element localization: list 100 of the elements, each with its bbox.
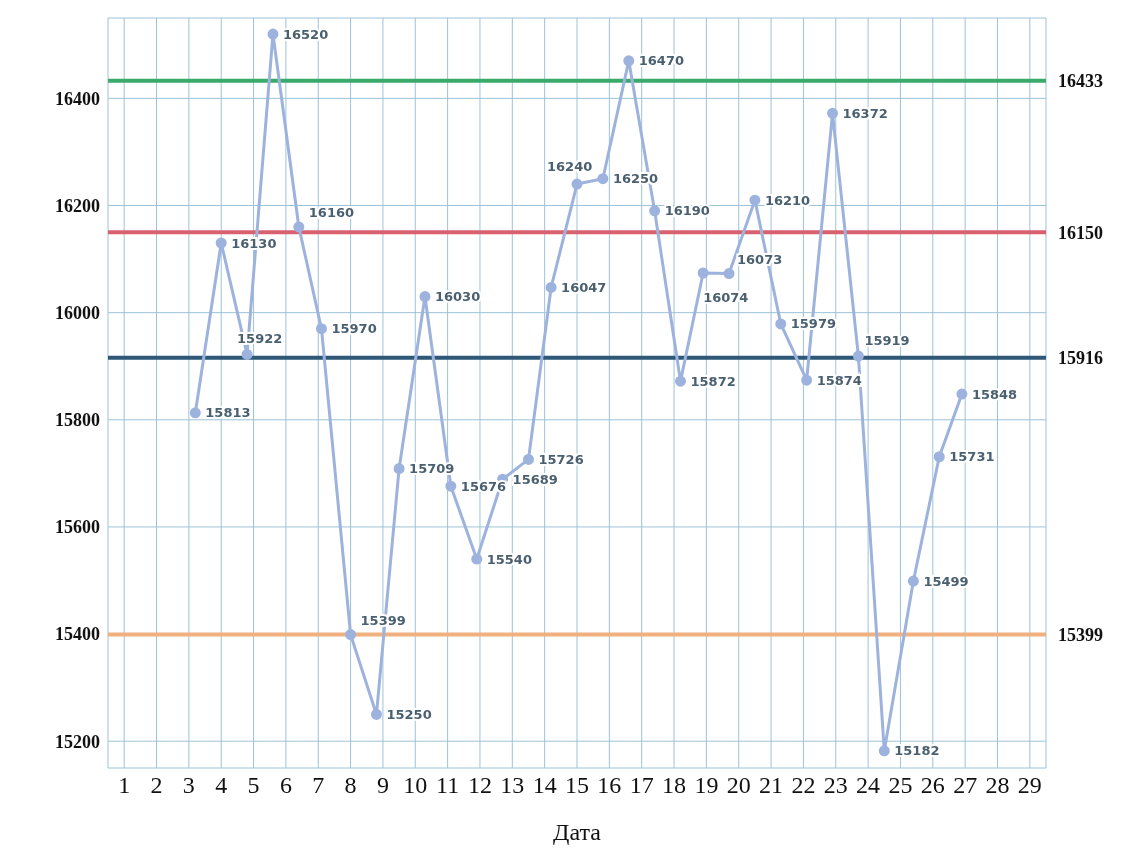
point <box>267 28 279 40</box>
point <box>852 350 864 362</box>
point <box>907 575 919 587</box>
point <box>419 291 431 303</box>
data-label: 15399 <box>360 613 406 629</box>
point <box>241 348 253 360</box>
data-label: 16372 <box>842 105 888 121</box>
point <box>293 221 305 233</box>
x-tick-label: 16 <box>597 772 622 799</box>
data-label: 16470 <box>638 53 684 69</box>
data-label: 15970 <box>331 321 377 337</box>
point <box>649 205 661 217</box>
data-label: 16520 <box>282 26 329 42</box>
x-tick-label: 15 <box>565 772 589 799</box>
data-label: 15922 <box>237 330 283 346</box>
ref-line-label: 15399 <box>1058 625 1103 645</box>
x-tick-label: 28 <box>985 772 1010 799</box>
x-tick-label: 3 <box>182 772 195 799</box>
x-tick-label: 11 <box>436 772 460 799</box>
point <box>723 268 735 280</box>
x-tick-label: 18 <box>662 772 687 799</box>
ref-line-label: 16433 <box>1058 71 1103 92</box>
point <box>471 553 483 565</box>
x-tick-label: 27 <box>953 772 978 799</box>
data-label: 16030 <box>434 289 481 305</box>
point <box>675 375 686 387</box>
x-tick-label: 29 <box>1017 772 1042 799</box>
x-tick-label: 4 <box>215 772 228 799</box>
point <box>315 323 327 335</box>
data-label: 15726 <box>538 451 584 467</box>
point <box>878 745 890 757</box>
data-label: 16190 <box>664 203 710 219</box>
data-label: 16250 <box>612 171 659 187</box>
point <box>345 629 357 641</box>
data-label: 15979 <box>790 316 837 332</box>
point <box>189 407 201 419</box>
point <box>933 451 945 463</box>
x-tick-label: 17 <box>629 772 654 799</box>
point <box>775 318 787 330</box>
x-tick-label: 24 <box>856 772 881 799</box>
x-axis-title: Дата <box>553 819 602 845</box>
data-label: 16210 <box>764 192 811 208</box>
x-tick-label: 25 <box>888 772 913 799</box>
x-tick-label: 5 <box>247 772 260 799</box>
data-label: 15499 <box>923 573 969 589</box>
point <box>215 237 227 249</box>
x-tick-label: 14 <box>532 772 557 799</box>
data-label: 15540 <box>486 551 532 567</box>
point <box>956 388 968 400</box>
data-label: 15676 <box>460 478 507 494</box>
x-tick-label: 6 <box>279 772 292 799</box>
x-tick-label: 19 <box>694 772 719 799</box>
y-tick-label: 16400 <box>55 88 100 109</box>
point <box>697 267 709 279</box>
x-tick-label: 9 <box>376 772 389 799</box>
data-label: 16160 <box>308 205 355 221</box>
x-tick-label: 13 <box>500 772 525 799</box>
data-label: 15919 <box>864 332 910 348</box>
data-label: 15250 <box>386 706 432 722</box>
data-label: 15813 <box>205 405 251 421</box>
x-tick-label: 7 <box>312 772 325 799</box>
x-tick-label: 12 <box>467 772 492 799</box>
y-tick-label: 16000 <box>55 303 100 324</box>
point <box>801 374 813 386</box>
point <box>749 194 761 206</box>
data-label: 16130 <box>231 235 277 251</box>
point <box>445 480 457 492</box>
y-tick-label: 15400 <box>55 624 100 645</box>
point <box>522 453 534 465</box>
point <box>393 463 405 475</box>
y-tick-label: 15200 <box>55 731 100 752</box>
point <box>370 708 382 720</box>
data-label: 15689 <box>512 471 558 487</box>
data-label: 16240 <box>547 158 593 174</box>
y-tick-label: 16200 <box>55 195 100 216</box>
data-label: 15731 <box>949 449 995 465</box>
point <box>597 173 609 185</box>
y-tick-label: 15800 <box>55 410 100 431</box>
y-tick-label: 15600 <box>55 517 100 538</box>
ref-line-label: 16150 <box>1058 222 1103 243</box>
x-tick-label: 10 <box>403 772 428 799</box>
data-label: 15872 <box>690 373 736 389</box>
x-tick-label: 8 <box>344 772 357 799</box>
data-label: 15874 <box>816 372 862 388</box>
x-tick-label: 2 <box>150 772 163 799</box>
x-tick-label: 23 <box>823 772 848 799</box>
data-label: 16073 <box>737 252 783 268</box>
point <box>571 178 583 190</box>
data-label: 16074 <box>703 289 749 305</box>
x-tick-label: 26 <box>920 772 945 799</box>
point <box>827 107 839 119</box>
x-tick-label: 21 <box>759 772 784 799</box>
x-tick-label: 22 <box>791 772 816 799</box>
data-label: 15709 <box>409 461 455 477</box>
point <box>545 281 557 293</box>
data-label: 15848 <box>971 386 1018 402</box>
x-tick-label: 1 <box>118 772 131 799</box>
data-label: 15182 <box>894 743 940 759</box>
ref-line-label: 15916 <box>1058 348 1103 369</box>
data-label: 16047 <box>561 280 607 296</box>
